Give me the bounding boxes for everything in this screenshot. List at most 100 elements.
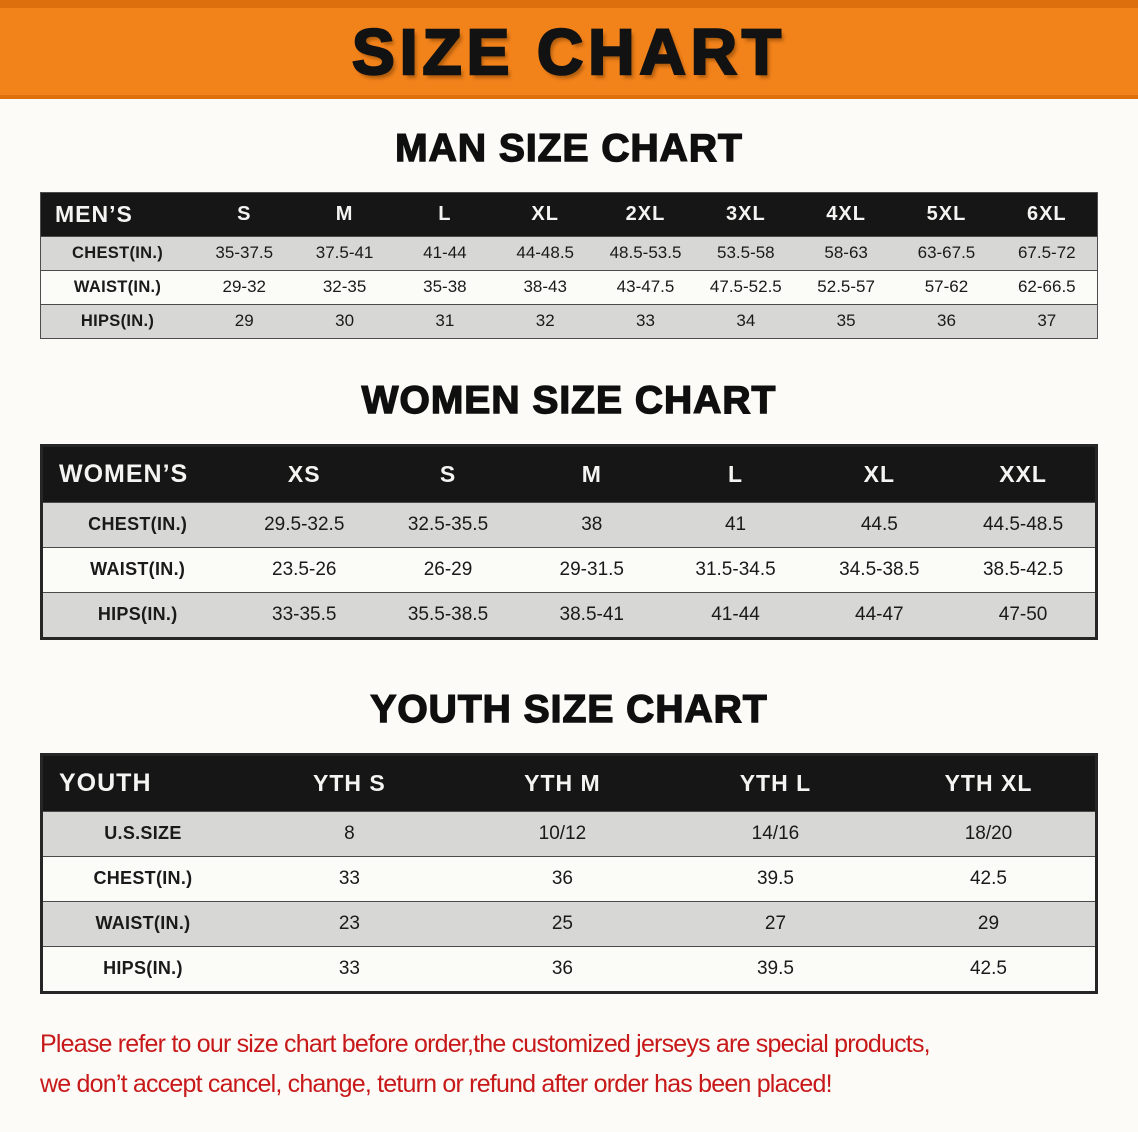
value-cell: 42.5 [881,945,1095,991]
value-cell: 26-29 [376,546,520,593]
value-cell: 30 [294,303,395,338]
size-header-cell: 3XL [725,202,766,225]
size-header-cell: 2XL [625,202,666,225]
row-label-cell: WAIST(IN.) [43,900,243,947]
value-cell: 10/12 [455,810,669,857]
size-header-cell: M [581,460,602,487]
value-cell: 27 [668,900,882,947]
table-title-cell: WOMEN’S [59,459,189,488]
value-cell: 62-66.5 [996,269,1097,305]
value-cell: 32-35 [294,269,395,305]
note-line-1: Please refer to our size chart before or… [40,1029,931,1058]
women-size-table: WOMEN’S XS S M L XL XXL CHEST(IN.) 29.5-32.5 32.5… [43,446,1095,637]
value-cell: 35.5-38.5 [376,591,520,637]
size-header-cell: M [335,202,354,225]
size-header-cell: 5XL [926,202,967,225]
table-header-row: MEN’S S M L XL 2XL 3XL 4XL 5XL 6XL [41,192,1097,237]
table-row: CHEST(IN.) 33 36 39.5 42.5 [43,855,1095,902]
table-header-row: WOMEN’S XS S M L XL XXL [43,446,1095,503]
size-header-cell: XXL [999,460,1047,487]
value-cell: 43-47.5 [595,269,696,305]
value-cell: 23.5-26 [232,546,377,593]
row-label-cell: U.S.SIZE [43,810,243,857]
value-cell: 38 [519,501,664,548]
size-header-cell: XS [287,460,321,487]
table-title-cell: MEN’S [55,200,133,227]
size-chart-section: WOMEN SIZE CHART WOMEN’S XS S M L XL XXL CHEST(I… [0,378,1138,640]
value-cell: 44-47 [807,591,952,637]
value-cell: 47-50 [951,591,1095,637]
value-cell: 32 [495,303,596,338]
table-title-cell: YOUTH [59,768,152,797]
size-header-cell: S [439,460,457,487]
value-cell: 32.5-35.5 [376,501,520,548]
value-cell: 52.5-57 [795,269,897,305]
row-label-cell: CHEST(IN.) [41,235,195,271]
size-header-cell: L [438,202,452,225]
value-cell: 29-32 [194,269,295,305]
row-label-cell: WAIST(IN.) [43,546,233,593]
table-header-row: YOUTH YTH S YTH M YTH L YTH XL [43,755,1095,812]
row-label-cell: WAIST(IN.) [41,269,195,305]
value-cell: 58-63 [795,235,897,271]
value-cell: 37 [996,303,1097,338]
size-header-cell: YTH S [313,769,386,796]
value-cell: 36 [455,855,669,902]
value-cell: 8 [242,810,456,857]
value-cell: 42.5 [881,855,1095,902]
value-cell: 37.5-41 [294,235,395,271]
value-cell: 31.5-34.5 [663,546,808,593]
size-header-cell: XL [531,202,559,225]
size-chart-section: YOUTH SIZE CHART YOUTH YTH S YTH M YTH L YTH … [0,687,1138,994]
table-row: WAIST(IN.) 23 25 27 29 [43,900,1095,947]
size-header-cell: YTH L [739,769,812,796]
section-heading: YOUTH SIZE CHART [370,687,768,731]
size-header-cell: 6XL [1026,202,1067,225]
value-cell: 67.5-72 [996,235,1097,271]
value-cell: 31 [394,303,496,338]
size-header-cell: XL [863,460,895,487]
value-cell: 44.5 [807,501,952,548]
men-size-table: MEN’S S M L XL 2XL 3XL 4XL 5XL 6XL CHEST(IN.) 35-37… [41,192,1097,338]
value-cell: 44-48.5 [495,235,596,271]
value-cell: 53.5-58 [695,235,796,271]
value-cell: 44.5-48.5 [951,501,1095,548]
value-cell: 33 [595,303,696,338]
value-cell: 33-35.5 [232,591,377,637]
value-cell: 38.5-41 [519,591,664,637]
value-cell: 41 [663,501,808,548]
table-row: HIPS(IN.) 33-35.5 35.5-38.5 38.5-41 41-44 44-… [43,591,1095,637]
table-row: HIPS(IN.) 33 36 39.5 42.5 [43,945,1095,991]
table-row: WAIST(IN.) 23.5-26 26-29 29-31.5 31.5-34.5 34… [43,546,1095,593]
value-cell: 29 [881,900,1095,947]
value-cell: 48.5-53.5 [595,235,696,271]
men-size-table-frame: MEN’S S M L XL 2XL 3XL 4XL 5XL 6XL CHEST(IN.) 35-37… [40,191,1098,339]
size-header-cell: S [237,202,252,225]
size-chart-section: MAN SIZE CHART MEN’S S M L XL 2XL 3XL 4XL 5XL 6XL C… [0,126,1138,339]
value-cell: 36 [455,945,669,991]
youth-size-table: YOUTH YTH S YTH M YTH L YTH XL U.S.SIZE 8 10/12… [43,755,1095,991]
page-title: SIZE CHART [351,15,786,88]
value-cell: 57-62 [896,269,997,305]
size-header-cell: 4XL [826,202,866,225]
row-label-cell: HIPS(IN.) [43,945,243,991]
table-row: U.S.SIZE 8 10/12 14/16 18/20 [43,810,1095,857]
value-cell: 39.5 [668,945,882,991]
size-header-cell: L [728,460,744,487]
value-cell: 35-38 [394,269,496,305]
value-cell: 63-67.5 [896,235,997,271]
value-cell: 39.5 [668,855,882,902]
table-row: CHEST(IN.) 29.5-32.5 32.5-35.5 38 41 44.5 44.5… [43,501,1095,548]
row-label-cell: HIPS(IN.) [43,591,233,637]
value-cell: 47.5-52.5 [695,269,796,305]
value-cell: 35-37.5 [194,235,295,271]
footer-note: Please refer to our size chart before or… [40,1024,1128,1104]
value-cell: 41-44 [394,235,496,271]
value-cell: 23 [242,900,456,947]
value-cell: 34 [695,303,796,338]
note-line-2: we don’t accept cancel, change, teturn o… [40,1069,833,1098]
value-cell: 14/16 [668,810,882,857]
women-size-table-frame: WOMEN’S XS S M L XL XXL CHEST(IN.) 29.5-32.5 32.5… [40,443,1098,640]
table-row: WAIST(IN.) 29-32 32-35 35-38 38-43 43-47.5 47.… [41,269,1097,305]
